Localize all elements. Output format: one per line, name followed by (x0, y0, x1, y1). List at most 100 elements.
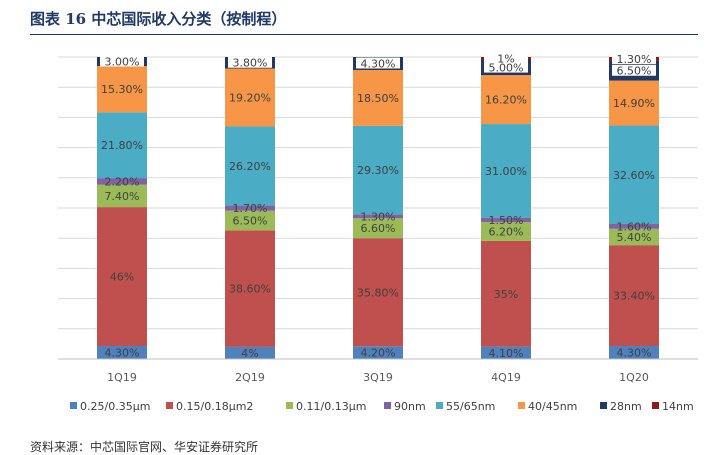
legend-swatch (286, 402, 293, 409)
x-tick-label: 1Q19 (107, 371, 137, 384)
bar-segment (353, 238, 403, 347)
legend-swatch (652, 402, 659, 409)
bar-segment (481, 75, 531, 125)
data-label: 4.30% (361, 57, 396, 70)
data-label: 38.60% (229, 283, 271, 296)
data-label: 3.00% (105, 56, 140, 69)
data-label: 26.20% (229, 160, 271, 173)
data-label: 35.80% (357, 286, 399, 299)
x-tick-label: 3Q19 (363, 371, 393, 384)
data-label: 5.00% (489, 62, 524, 75)
bar-segment (353, 125, 403, 215)
legend-label: 0.11/0.13μm (296, 400, 366, 413)
data-label: 7.40% (105, 190, 140, 203)
data-label: 32.60% (613, 169, 655, 182)
bar-segment (97, 178, 147, 185)
bar-segment (609, 245, 659, 347)
legend-label: 0.25/0.35μm (80, 400, 150, 413)
data-label: 18.50% (357, 92, 399, 105)
bar-segment (225, 205, 275, 211)
data-label: 29.30% (357, 164, 399, 177)
data-label: 1.60% (617, 220, 652, 233)
legend-swatch (518, 402, 525, 409)
data-label: 6.60% (361, 222, 396, 235)
bar-segment (97, 66, 147, 113)
title-divider (30, 34, 698, 35)
data-label: 15.30% (101, 83, 143, 96)
bar-segment (609, 80, 659, 126)
data-label: 1.50% (489, 214, 524, 227)
data-label: 14.90% (613, 97, 655, 110)
data-label: 35% (494, 288, 518, 301)
legend-label: 90nm (394, 400, 426, 413)
data-label-bg (612, 52, 656, 64)
bar-segment (481, 217, 531, 223)
bar-segment (609, 346, 659, 359)
bar-segment (481, 222, 531, 241)
source-note: 资料来源：中芯国际官网、华安证券研究所 (30, 440, 259, 454)
bar-segment (481, 240, 531, 347)
data-label: 4.30% (105, 347, 140, 360)
data-label: 6.50% (233, 215, 268, 228)
data-label-bg (612, 64, 656, 76)
x-tick-label: 2Q19 (235, 371, 265, 384)
bar-segment (225, 230, 275, 347)
data-label-bg (484, 52, 528, 64)
data-label: 6.50% (617, 65, 652, 78)
legend-label: 0.15/0.18μm2 (176, 400, 253, 413)
data-label: 16.20% (485, 94, 527, 107)
data-label: 31.00% (485, 165, 527, 178)
bar-segment (481, 346, 531, 359)
figure-title: 图表 16 中芯国际收入分类（按制程） (30, 10, 287, 28)
data-label: 19.20% (229, 91, 271, 104)
bar-segment (353, 218, 403, 239)
bar-segment (97, 207, 147, 347)
data-label: 46% (110, 271, 134, 284)
x-axis: 1Q19 2Q19 3Q19 4Q19 1Q20 (58, 358, 698, 384)
bar-segment (609, 224, 659, 229)
bar-segment (225, 126, 275, 206)
legend-swatch (384, 402, 391, 409)
legend-label: 55/65nm (446, 400, 495, 413)
data-label: 4% (241, 347, 258, 360)
bar-segment (353, 346, 403, 359)
data-label: 21.80% (101, 139, 143, 152)
data-label-bg (484, 61, 528, 73)
bar-segment (225, 346, 275, 359)
data-label-bg (100, 55, 144, 67)
bar-segment (97, 346, 147, 359)
data-label: 4.30% (617, 347, 652, 360)
bar-segment (353, 214, 403, 219)
bar-segment (609, 125, 659, 225)
data-label: 33.40% (613, 290, 655, 303)
x-tick-label: 4Q19 (491, 371, 521, 384)
data-label: 4.20% (361, 347, 396, 360)
bar-segment (353, 69, 403, 126)
bar-segment (97, 112, 147, 179)
data-label: 1.30% (617, 53, 652, 66)
data-label-bg (356, 57, 400, 69)
legend-swatch (70, 402, 77, 409)
data-labels: 4.30% 46% 7.40% 2.20% 21.80% 15.30% 3.00% 4% 38.… (100, 52, 656, 360)
data-label: 1.30% (361, 210, 396, 223)
legend-label: 28nm (610, 400, 642, 413)
legend-label: 14nm (662, 400, 694, 413)
legend-label: 40/45nm (528, 400, 577, 413)
legend-swatch (600, 402, 607, 409)
bar-segment (225, 210, 275, 231)
bar-segment (481, 124, 531, 218)
bar-segment (225, 68, 275, 127)
bar-segment (609, 228, 659, 246)
x-tick-label: 1Q20 (619, 371, 649, 384)
data-label-bg (228, 56, 272, 68)
bar-segment (97, 184, 147, 208)
data-label: 6.20% (489, 226, 524, 239)
legend-swatch (436, 402, 443, 409)
data-label: 4.10% (489, 347, 524, 360)
data-label: 1.70% (233, 202, 268, 215)
data-label: 2.20% (105, 175, 140, 188)
data-label: 3.80% (233, 57, 268, 70)
data-label: 1% (497, 53, 514, 66)
legend-swatch (166, 402, 173, 409)
